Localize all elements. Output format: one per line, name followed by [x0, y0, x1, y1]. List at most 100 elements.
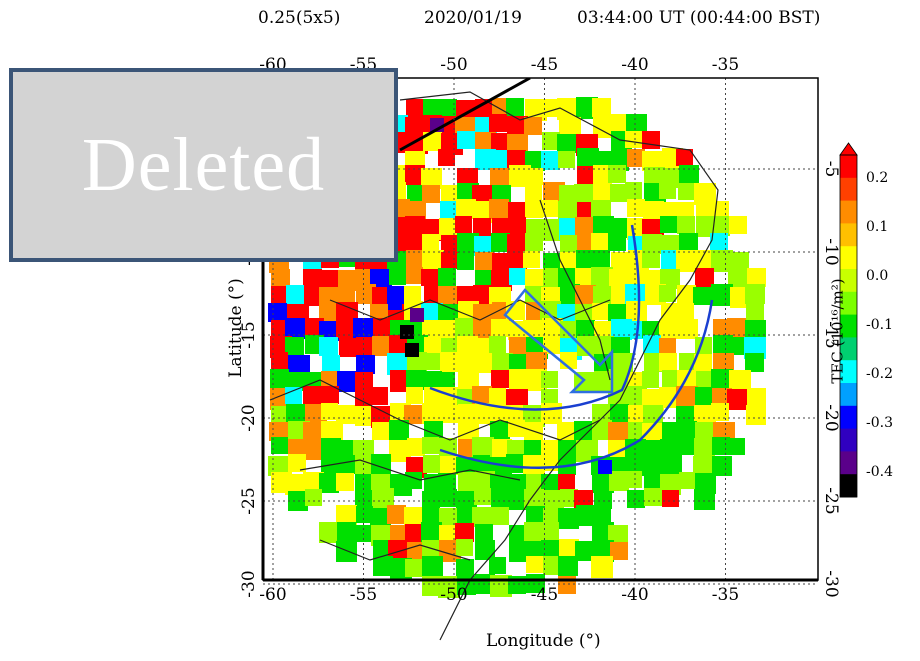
tec-cell — [558, 508, 579, 529]
tec-cell — [422, 250, 444, 272]
tec-cell — [745, 353, 764, 372]
tec-cell — [336, 320, 354, 338]
tec-cell — [577, 148, 599, 170]
tec-cell — [659, 285, 676, 302]
tec-cell — [509, 541, 530, 562]
tec-cell — [711, 369, 733, 391]
deleted-overlay: Deleted — [9, 68, 398, 262]
colorbar-segment — [840, 383, 857, 407]
tec-cell — [644, 488, 662, 506]
tec-cell — [356, 525, 373, 542]
state-border — [329, 299, 611, 321]
tec-cell — [303, 472, 324, 493]
tec-cell — [507, 440, 525, 458]
tec-cell — [491, 491, 510, 510]
coastline — [399, 91, 719, 641]
tec-cell — [642, 131, 660, 149]
tec-cell — [627, 149, 645, 167]
tec-cell — [525, 200, 543, 218]
tec-cell — [694, 438, 715, 459]
tec-cell — [695, 268, 714, 287]
tec-cell — [475, 252, 494, 271]
tec-cell — [593, 286, 611, 304]
tec-cell — [676, 406, 694, 424]
colorbar-segment — [840, 314, 857, 338]
tec-cell — [677, 285, 696, 304]
tec-cell — [400, 325, 414, 339]
tec-cell — [609, 471, 629, 491]
tec-cell — [457, 336, 478, 357]
tec-cell — [711, 250, 733, 272]
tec-cell — [625, 284, 647, 306]
tec-cell — [457, 253, 474, 270]
colorbar-segment — [840, 200, 857, 224]
region-boundary — [399, 78, 531, 152]
tec-cell — [389, 268, 406, 285]
tec-cell — [356, 337, 375, 356]
tec-cell — [472, 437, 494, 459]
tec-cell — [540, 522, 559, 541]
tec-cell — [508, 217, 526, 235]
tec-cell — [457, 131, 475, 149]
tec-cell — [491, 319, 509, 337]
tec-cell — [475, 354, 494, 373]
tec-cell — [370, 508, 391, 529]
tec-cell — [406, 370, 426, 390]
tec-cell — [441, 185, 460, 204]
colorbar-tick-label: -0.2 — [866, 365, 893, 382]
tec-cell — [491, 370, 509, 388]
y-axis-label: Latitude (°) — [225, 278, 246, 378]
tec-cell — [592, 420, 612, 440]
tec-cell — [660, 216, 677, 233]
tec-cell — [321, 421, 343, 443]
tec-cell — [574, 490, 593, 509]
lon-tick-bottom: -50 — [440, 585, 467, 605]
tec-cell — [507, 252, 527, 272]
tec-cell — [592, 250, 610, 268]
lat-tick-right: -15 — [821, 321, 841, 348]
tec-cell — [321, 386, 339, 404]
tec-cell — [592, 471, 614, 493]
tec-cell — [627, 321, 645, 339]
tec-cell — [438, 149, 455, 166]
tec-cell — [591, 267, 613, 289]
tec-cell — [405, 472, 422, 489]
tec-cell — [560, 235, 581, 256]
lon-tick-bottom: -35 — [712, 585, 739, 605]
tec-cell — [576, 250, 597, 271]
tec-cell — [710, 216, 730, 236]
tec-cell — [271, 286, 289, 304]
tec-cell — [303, 386, 325, 408]
tec-cell — [642, 250, 660, 268]
grid-lines — [263, 78, 818, 585]
time-label: 03:44:00 UT (00:44:00 BST) — [577, 8, 821, 28]
tec-cell — [439, 99, 457, 117]
tec-cell — [506, 454, 525, 473]
tec-cell — [594, 151, 611, 168]
tec-cell — [575, 268, 594, 287]
tec-cell — [660, 474, 681, 495]
tec-cell — [642, 151, 662, 171]
tec-cell — [642, 423, 663, 444]
tec-cell — [659, 353, 677, 371]
state-border — [299, 459, 521, 481]
x-axis-label: Longitude (°) — [486, 631, 601, 651]
tec-cell — [678, 319, 698, 339]
tec-cell — [336, 302, 358, 324]
tec-cell — [407, 185, 425, 203]
tec-cell — [319, 473, 339, 493]
tec-cell — [728, 438, 745, 455]
coastline-borders — [269, 78, 719, 641]
tec-cell — [693, 287, 711, 305]
tec-cell — [508, 321, 527, 340]
tec-cell — [438, 286, 458, 306]
tec-cell — [558, 151, 575, 168]
tec-cell — [541, 200, 558, 217]
tec-cell — [457, 506, 474, 523]
colorbar-segment — [840, 223, 857, 247]
tec-cell — [694, 354, 712, 372]
date-label: 2020/01/19 — [424, 8, 522, 28]
tec-cell — [542, 132, 560, 150]
colorbar-segment — [840, 269, 857, 293]
lat-tick-right: -30 — [821, 570, 841, 597]
